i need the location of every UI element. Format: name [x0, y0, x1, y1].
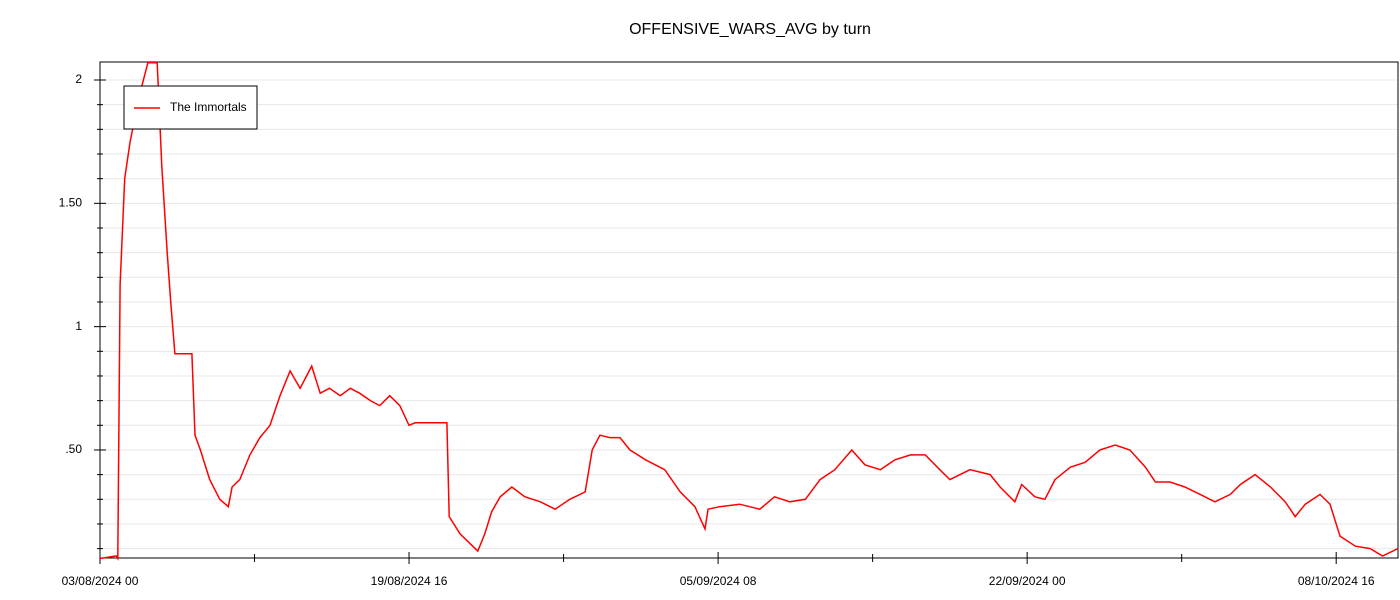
x-tick-label: 05/09/2024 08 — [680, 574, 757, 588]
chart-title: OFFENSIVE_WARS_AVG by turn — [629, 21, 871, 38]
x-tick-label: 03/08/2024 00 — [62, 574, 139, 588]
x-tick-label: 22/09/2024 00 — [989, 574, 1066, 588]
y-tick-label: 1.50 — [59, 195, 83, 209]
x-tick-label: 19/08/2024 16 — [371, 574, 448, 588]
y-tick-label: 1 — [75, 319, 82, 333]
y-tick-label: 2 — [75, 72, 82, 86]
plot-frame — [99, 61, 1399, 559]
x-tick-label: 08/10/2024 16 — [1298, 574, 1375, 588]
data-line — [99, 61, 1399, 562]
y-tick-label: .50 — [65, 442, 82, 456]
legend-label: The Immortals — [170, 100, 247, 114]
